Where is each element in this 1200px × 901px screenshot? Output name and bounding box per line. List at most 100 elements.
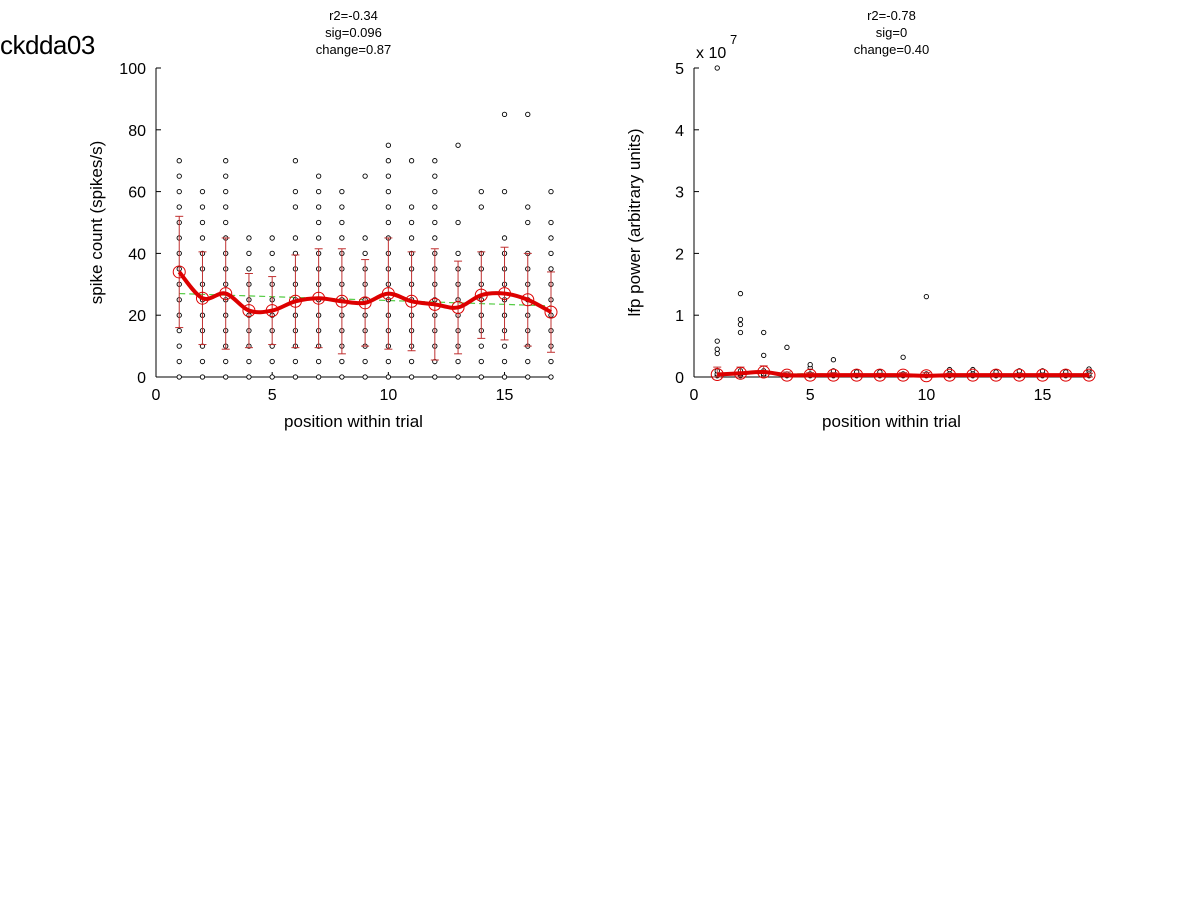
data-point	[807, 361, 813, 368]
mean-marker	[989, 368, 1003, 382]
data-point	[501, 374, 508, 380]
data-point	[223, 219, 229, 226]
data-point	[408, 204, 415, 210]
y-tick-label: 5	[675, 61, 684, 78]
stats-line: r2=-0.34	[329, 8, 378, 23]
y-tick-label: 0	[675, 370, 684, 387]
x-tick-label: 0	[690, 387, 699, 404]
data-point	[714, 350, 720, 357]
y-tick-label: 80	[128, 123, 146, 140]
mean-curve	[177, 270, 552, 315]
data-point	[525, 219, 531, 226]
data-point	[432, 204, 438, 210]
y-multiplier-exponent: 7	[730, 32, 737, 47]
mean-marker	[850, 368, 864, 382]
mean-marker	[966, 368, 980, 382]
data-point	[525, 204, 531, 210]
data-point	[525, 374, 531, 380]
mean-marker	[195, 291, 209, 305]
data-point	[478, 343, 484, 349]
data-point	[478, 204, 484, 210]
y-tick-label: 3	[675, 185, 684, 202]
data-point	[830, 357, 837, 363]
mean-marker	[919, 369, 933, 383]
mean-marker	[733, 366, 747, 380]
data-point	[362, 374, 368, 380]
data-point	[176, 188, 182, 195]
mean-marker	[172, 265, 186, 279]
mean-marker	[1082, 368, 1096, 382]
mean-marker	[498, 287, 512, 301]
data-point	[362, 250, 368, 257]
data-point	[176, 173, 182, 179]
data-point	[315, 188, 322, 195]
data-point	[223, 204, 229, 210]
data-point	[385, 374, 392, 380]
data-point	[501, 358, 508, 365]
data-point	[269, 250, 275, 257]
data-point	[223, 358, 229, 365]
data-point	[246, 250, 252, 257]
mean-marker	[265, 304, 279, 318]
data-point	[223, 158, 229, 164]
stats-line: sig=0	[876, 25, 907, 40]
data-point	[385, 188, 392, 195]
data-point	[292, 374, 299, 380]
y-tick-label: 1	[675, 308, 684, 325]
data-point	[408, 158, 415, 164]
data-point	[385, 219, 392, 226]
data-point	[432, 173, 438, 179]
data-point	[362, 173, 368, 179]
data-point	[339, 204, 345, 210]
data-point	[292, 204, 299, 210]
data-point	[339, 235, 345, 241]
data-point	[315, 358, 322, 365]
data-point	[269, 235, 275, 241]
data-point	[432, 188, 438, 195]
data-point	[199, 235, 206, 241]
data-point	[223, 173, 229, 179]
data-point	[548, 266, 554, 272]
data-point	[408, 358, 415, 365]
data-point	[455, 219, 461, 226]
y-tick-label: 2	[675, 246, 684, 263]
mean-marker	[219, 287, 233, 301]
data-point	[525, 358, 531, 365]
data-point	[714, 338, 720, 344]
stats-line: change=0.40	[854, 42, 930, 57]
data-point	[408, 374, 415, 380]
mean-marker	[803, 368, 817, 382]
y-tick-label: 0	[137, 370, 146, 387]
x-tick-label: 15	[1034, 387, 1052, 404]
data-point	[548, 358, 554, 365]
data-point	[176, 374, 182, 380]
mean-marker	[381, 287, 395, 301]
data-point	[501, 343, 508, 349]
stats-line: r2=-0.78	[867, 8, 916, 23]
data-point	[501, 188, 508, 195]
stats-line: change=0.87	[316, 42, 392, 57]
data-point	[784, 344, 790, 350]
data-point	[455, 142, 461, 148]
data-point	[478, 374, 484, 380]
mean-curve	[717, 370, 1089, 378]
mean-marker	[451, 300, 465, 314]
mean-marker	[1059, 368, 1073, 382]
data-point	[339, 358, 345, 365]
data-point	[548, 219, 554, 226]
data-point	[292, 358, 299, 365]
x-tick-label: 0	[152, 387, 161, 404]
data-point	[315, 219, 322, 226]
mean-marker	[757, 365, 771, 379]
mean-marker	[1012, 368, 1026, 382]
data-point	[385, 142, 392, 148]
y-axis-label: spike count (spikes/s)	[87, 141, 106, 304]
data-point	[737, 316, 744, 323]
data-point	[199, 374, 206, 380]
data-point	[176, 343, 182, 349]
x-tick-label: 10	[379, 387, 397, 404]
data-point	[548, 235, 554, 241]
data-point	[176, 204, 182, 210]
